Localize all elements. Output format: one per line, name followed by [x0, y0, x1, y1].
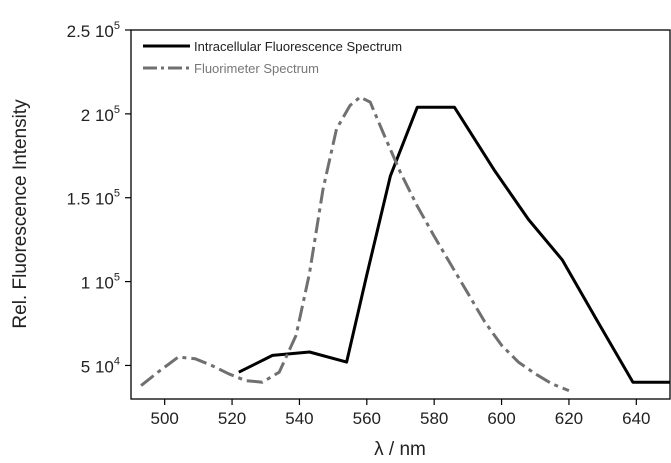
x-axis: 500 520 540 560 580 600 620 640: [151, 399, 651, 428]
x-axis-label: λ / nm: [374, 439, 426, 460]
y-tick-label: 1 105: [81, 272, 120, 293]
legend-label-intracellular: Intracellular Fluorescence Spectrum: [194, 39, 402, 54]
x-tick-label: 640: [622, 409, 650, 428]
series-line-1: [140, 95, 570, 392]
x-tick-label: 540: [285, 409, 313, 428]
y-tick-label: 2.5 105: [67, 20, 120, 41]
x-tick-label: 500: [151, 409, 179, 428]
series-layer: [140, 95, 670, 392]
y-tick-label: 5 104: [81, 355, 120, 376]
y-axis: 2.5 105 2 105 1.5 105 1 105 5 104: [67, 20, 131, 376]
y-axis-label: Rel. Fluorescence Intensity: [10, 99, 31, 329]
y-tick-label: 2 105: [81, 104, 120, 125]
x-tick-label: 520: [218, 409, 246, 428]
x-tick-label: 600: [487, 409, 515, 428]
x-tick-label: 620: [555, 409, 583, 428]
series-line-0: [238, 105, 670, 384]
x-tick-label: 560: [353, 409, 381, 428]
legend: Intracellular Fluorescence Spectrum Fluo…: [143, 39, 402, 76]
x-tick-label: 580: [420, 409, 448, 428]
plot-frame: [130, 29, 671, 400]
legend-label-fluorimeter: Fluorimeter Spectrum: [194, 61, 319, 76]
y-tick-label: 1.5 105: [67, 188, 120, 209]
